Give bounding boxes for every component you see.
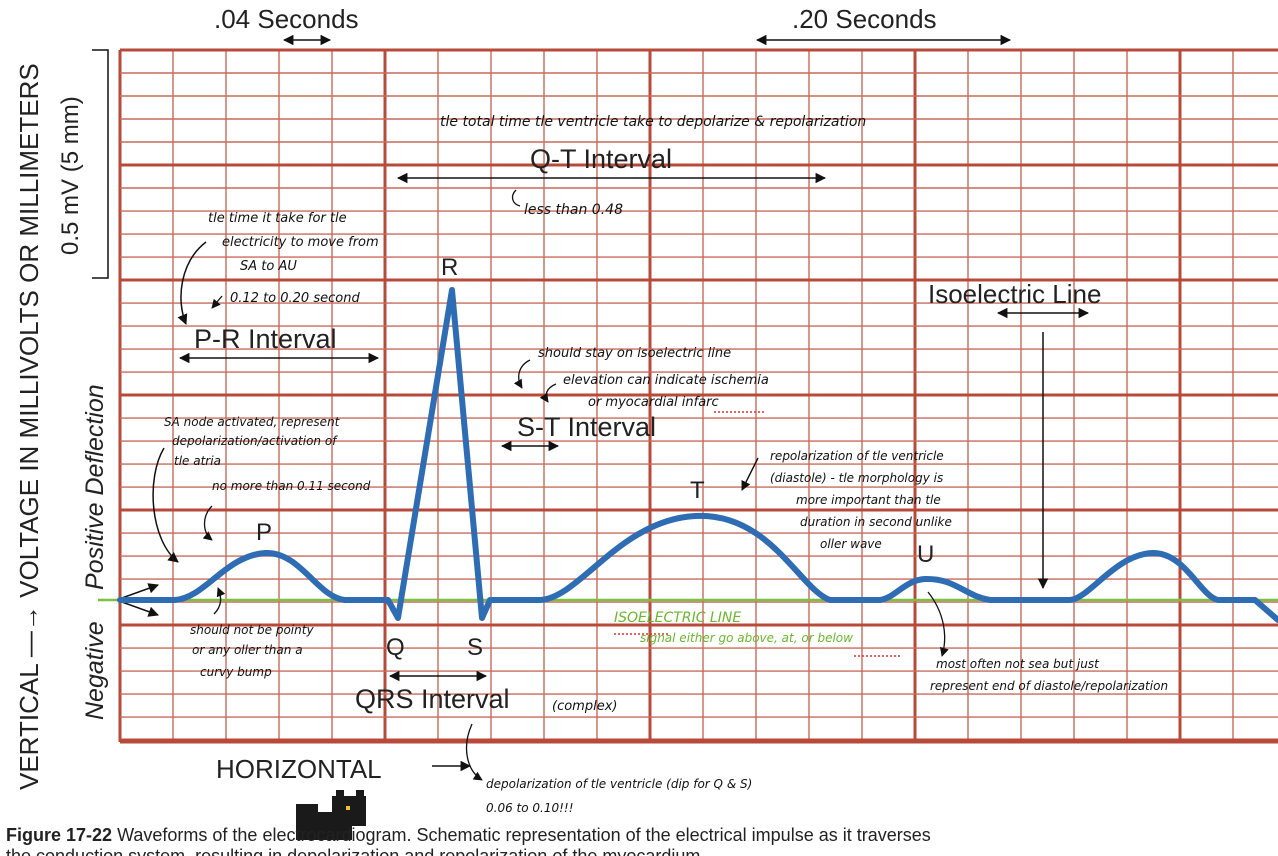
note-st-2: elevation can indicate ischemia <box>563 373 769 388</box>
note-pr-3: SA to AU <box>240 259 297 274</box>
figure-caption-bold: Figure 17-22 <box>6 825 112 845</box>
st-interval-label: S-T Interval <box>517 412 656 442</box>
note-t-5: oller wave <box>820 537 882 551</box>
note-pr-arrow <box>177 241 207 325</box>
wave-label-t: T <box>690 477 705 504</box>
wave-label-u: U <box>917 541 934 568</box>
note-pr-range: 0.12 to 0.20 second <box>230 291 360 306</box>
note-t-3: more important than tle <box>796 493 941 507</box>
figure-caption-line1: Figure 17-22 Waveforms of the electrocar… <box>6 825 931 845</box>
note-p-arrow1 <box>152 447 179 563</box>
note-u-1: most often not sea but just <box>936 657 1100 671</box>
note-pr-arrow2 <box>211 295 223 309</box>
negative-deflection-label: Negative <box>81 621 109 720</box>
note-t-4: duration in second unlike <box>800 515 952 529</box>
qt-interval-label: Q-T Interval <box>530 144 672 174</box>
deflection-down-arrow <box>121 601 159 617</box>
isoelectric-line-label: Isoelectric Line <box>928 279 1101 309</box>
note-iso-green-2: signal either go above, at, or below <box>640 631 853 645</box>
note-qrs-arrow <box>465 723 483 781</box>
wave-label-q: Q <box>386 634 405 661</box>
note-st-1: should stay on isoelectric line <box>538 346 731 361</box>
pixel-cat-sticker <box>296 790 366 840</box>
note-pr-2: electricity to move from <box>222 235 379 250</box>
note-qrs-complex: (complex) <box>552 699 617 714</box>
note-st-arrow1 <box>513 359 531 389</box>
pr-interval-label: P-R Interval <box>194 324 337 354</box>
note-p-4: no more than 0.11 second <box>212 479 371 493</box>
note-pr-1: tle time it take for tle <box>208 211 347 226</box>
note-iso-green: ISOELECTRIC LINE <box>614 610 741 626</box>
scale-bracket <box>92 49 109 279</box>
wave-label-s: S <box>467 634 483 661</box>
note-bump-3: curvy bump <box>200 665 272 679</box>
note-qrs-2: 0.06 to 0.10!!! <box>486 801 574 815</box>
note-qt-hook <box>511 189 521 207</box>
note-u-2: represent end of diastole/repolarization <box>930 679 1168 693</box>
ecg-grid <box>118 48 1278 744</box>
qrs-interval-label: QRS Interval <box>355 684 510 714</box>
ecg-waveform <box>117 287 1278 623</box>
deflection-up-arrow <box>121 583 159 599</box>
time-large-label: .20 Seconds <box>792 4 937 34</box>
note-t-arrow <box>741 457 759 491</box>
note-u-arrow <box>927 591 949 657</box>
note-p-2: depolarization/activation of <box>172 434 338 448</box>
wave-label-p: P <box>256 519 272 546</box>
figure-caption-line2: the conduction system, resulting in depo… <box>6 846 705 856</box>
note-qt-desc: tle total time tle ventricle take to dep… <box>440 114 866 130</box>
note-p-3: tle atria <box>174 454 221 468</box>
wave-label-r: R <box>441 254 458 281</box>
figure-caption-text1: Waveforms of the electrocardiogram. Sche… <box>117 825 931 845</box>
note-bump-arrow <box>213 587 226 615</box>
note-st-3: or myocardial infarc <box>588 395 719 410</box>
note-bump-2: or any oller than a <box>192 643 303 657</box>
note-qrs-1: depolarization of tle ventricle (dip for… <box>486 777 752 791</box>
note-bump-1: should not be pointy <box>190 623 314 637</box>
horizontal-label: HORIZONTAL <box>216 754 382 784</box>
vertical-axis-label: VERTICAL —→ VOLTAGE IN MILLIVOLTS OR MIL… <box>14 63 44 790</box>
note-t-2: (diastole) - tle morphology is <box>770 471 943 485</box>
scale-label: 0.5 mV (5 mm) <box>57 96 84 255</box>
note-p-arrow2 <box>202 505 213 541</box>
time-small-label: .04 Seconds <box>214 4 359 34</box>
positive-deflection-label: Positive Deflection <box>81 384 109 590</box>
note-t-1: repolarization of tle ventricle <box>770 449 944 463</box>
note-st-arrow2 <box>539 383 557 403</box>
note-qt-limit: less than 0.48 <box>524 202 623 218</box>
note-p-1: SA node activated, represent <box>164 415 341 429</box>
